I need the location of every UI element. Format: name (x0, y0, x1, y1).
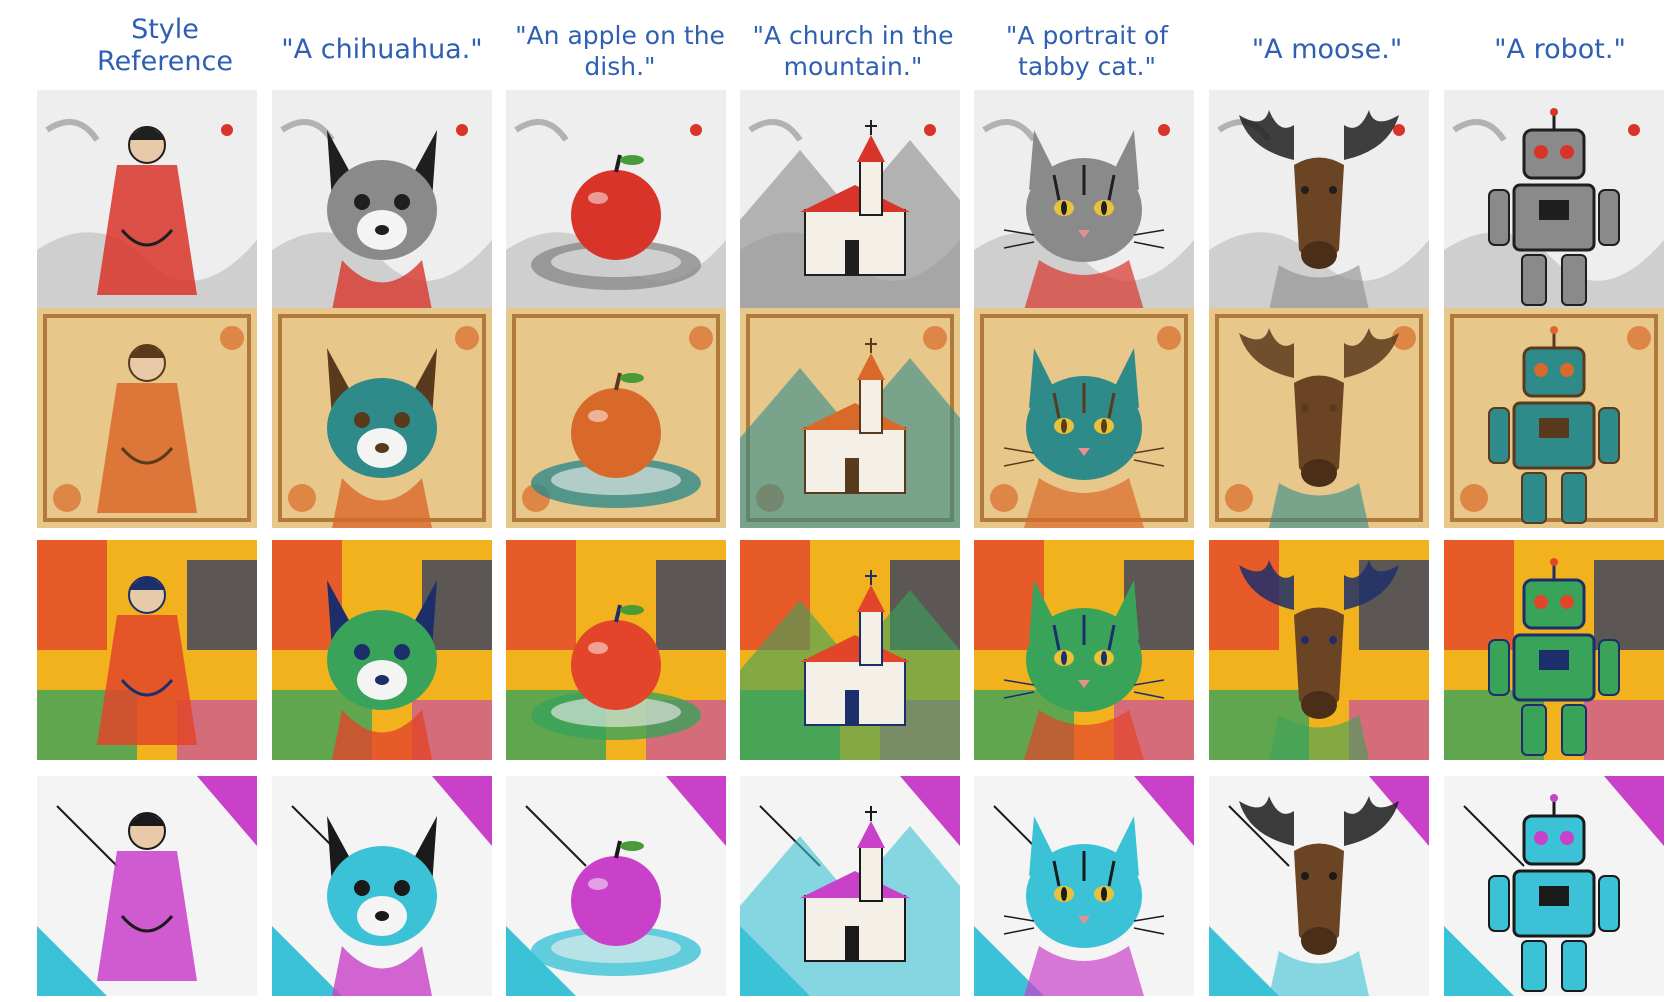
generated-image-church-pop-sketch (740, 776, 960, 996)
illustration (272, 540, 492, 760)
illustration (272, 308, 492, 528)
illustration (1209, 540, 1429, 760)
illustration (1209, 308, 1429, 528)
style-reference-image-pop-sketch (37, 776, 257, 996)
generated-image-robot-egyptian-papyrus (1444, 308, 1664, 528)
prompt-header-robot: "A robot." (1445, 34, 1675, 66)
prompt-line: "A portrait of (1005, 21, 1169, 50)
style-reference-line-1: Style (131, 14, 199, 45)
prompt-header-church: "A church in the mountain." (738, 20, 968, 82)
generated-image-moose-expressionist (1209, 540, 1429, 760)
illustration (740, 308, 960, 528)
generated-image-chihuahua-expressionist (272, 540, 492, 760)
illustration (1209, 90, 1429, 310)
illustration (1444, 776, 1664, 996)
illustration (740, 540, 960, 760)
prompt-line: dish." (584, 52, 656, 81)
prompt-line: "A robot." (1494, 34, 1626, 65)
illustration (1444, 308, 1664, 528)
prompt-line: "A chihuahua." (281, 34, 483, 65)
style-reference-image-ink-wash (37, 90, 257, 310)
style-reference-image-egyptian-papyrus (37, 308, 257, 528)
illustration (740, 776, 960, 996)
illustration (974, 90, 1194, 310)
generated-image-cat-egyptian-papyrus (974, 308, 1194, 528)
illustration (37, 90, 257, 310)
illustration (974, 308, 1194, 528)
prompt-line: "A moose." (1251, 34, 1403, 65)
header: Style Reference "A chihuahua." "An apple… (0, 0, 1680, 82)
illustration (37, 776, 257, 996)
generated-image-chihuahua-pop-sketch (272, 776, 492, 996)
illustration (272, 776, 492, 996)
generated-image-church-expressionist (740, 540, 960, 760)
generated-image-apple-pop-sketch (506, 776, 726, 996)
generated-image-robot-ink-wash (1444, 90, 1664, 310)
prompt-line: "A church in the (752, 21, 954, 50)
style-reference-line-2: Reference (97, 46, 233, 77)
illustration (506, 540, 726, 760)
illustration (506, 776, 726, 996)
generated-image-cat-pop-sketch (974, 776, 1194, 996)
prompt-line: tabby cat." (1018, 52, 1156, 81)
prompt-header-moose: "A moose." (1212, 34, 1442, 66)
illustration (272, 90, 492, 310)
prompt-header-chihuahua: "A chihuahua." (272, 34, 492, 66)
generated-image-moose-egyptian-papyrus (1209, 308, 1429, 528)
illustration (37, 540, 257, 760)
generated-image-chihuahua-ink-wash (272, 90, 492, 310)
illustration (506, 90, 726, 310)
prompt-header-apple: "An apple on the dish." (505, 20, 735, 82)
generated-image-moose-pop-sketch (1209, 776, 1429, 996)
generated-image-apple-egyptian-papyrus (506, 308, 726, 528)
generated-image-robot-expressionist (1444, 540, 1664, 760)
generated-image-cat-ink-wash (974, 90, 1194, 310)
generated-image-church-egyptian-papyrus (740, 308, 960, 528)
generated-image-apple-expressionist (506, 540, 726, 760)
generated-image-robot-pop-sketch (1444, 776, 1664, 996)
generated-image-cat-expressionist (974, 540, 1194, 760)
illustration (506, 308, 726, 528)
generated-image-moose-ink-wash (1209, 90, 1429, 310)
illustration (1209, 776, 1429, 996)
illustration (37, 308, 257, 528)
illustration (974, 776, 1194, 996)
illustration (1444, 540, 1664, 760)
prompt-line: mountain." (783, 52, 923, 81)
prompt-line: "An apple on the (515, 21, 725, 50)
style-reference-image-expressionist (37, 540, 257, 760)
prompt-header-cat: "A portrait of tabby cat." (972, 20, 1202, 82)
illustration (740, 90, 960, 310)
illustration (1444, 90, 1664, 310)
style-reference-header: Style Reference (55, 14, 275, 78)
generated-image-chihuahua-egyptian-papyrus (272, 308, 492, 528)
generated-image-church-ink-wash (740, 90, 960, 310)
generated-image-apple-ink-wash (506, 90, 726, 310)
illustration (974, 540, 1194, 760)
